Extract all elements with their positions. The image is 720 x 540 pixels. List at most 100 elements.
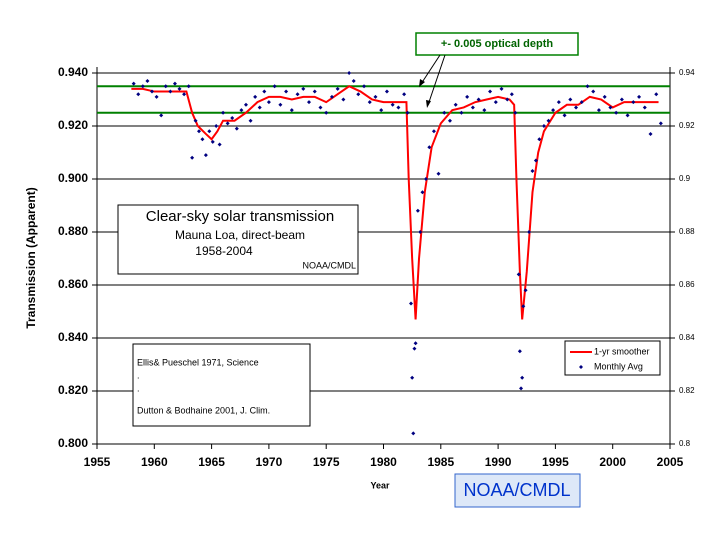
monthly-point	[625, 113, 630, 118]
monthly-point	[262, 89, 267, 94]
y-tick-label: 0.940	[58, 65, 88, 79]
text-box-credit: NOAA/CMDL	[302, 260, 356, 270]
monthly-point	[412, 346, 417, 351]
monthly-point	[318, 105, 323, 110]
text-box-line: Mauna Loa, direct-beam	[175, 228, 305, 242]
monthly-point	[341, 97, 346, 102]
monthly-point	[410, 375, 415, 380]
monthly-point	[200, 137, 205, 142]
legend-label: 1-yr smoother	[594, 346, 650, 356]
monthly-point	[579, 100, 584, 105]
monthly-point	[527, 230, 532, 234]
reference: .	[137, 383, 140, 393]
monthly-point	[278, 102, 283, 107]
monthly-point	[568, 97, 573, 102]
legend-label: Monthly Avg	[594, 361, 643, 371]
x-tick-label: 1970	[256, 455, 283, 469]
monthly-point	[329, 94, 334, 99]
monthly-point	[402, 92, 407, 97]
monthly-point	[436, 171, 441, 176]
monthly-point	[248, 118, 253, 123]
monthly-point	[521, 304, 526, 309]
monthly-point	[373, 94, 378, 99]
monthly-point	[140, 84, 145, 89]
monthly-point	[362, 84, 367, 89]
monthly-point	[210, 139, 215, 144]
monthly-point	[196, 129, 201, 134]
monthly-point	[301, 86, 306, 91]
footer: NOAA/CMDL	[463, 480, 570, 500]
reference: Dutton & Bodhaine 2001, J. Clim.	[137, 405, 270, 415]
y-tick-label: 0.880	[58, 224, 88, 238]
y2-tick-label: 0.9	[679, 174, 691, 183]
x-tick-label: 1960	[141, 455, 168, 469]
monthly-point	[505, 97, 510, 102]
y2-tick-label: 0.92	[679, 121, 695, 130]
monthly-point	[225, 121, 230, 126]
monthly-point	[351, 78, 356, 83]
monthly-point	[517, 349, 522, 354]
monthly-point	[253, 94, 258, 99]
monthly-point	[648, 131, 653, 136]
monthly-point	[513, 110, 518, 115]
monthly-point	[530, 169, 535, 174]
monthly-point	[203, 153, 208, 158]
monthly-point	[163, 84, 168, 89]
monthly-point	[637, 94, 642, 99]
monthly-point	[459, 110, 464, 115]
monthly-point	[596, 108, 601, 113]
monthly-point	[266, 100, 271, 105]
y-tick-label: 0.820	[58, 383, 88, 397]
monthly-point	[150, 89, 155, 94]
monthly-point	[585, 84, 590, 89]
monthly-point	[312, 89, 317, 94]
monthly-point	[523, 288, 528, 293]
y-tick-label: 0.840	[58, 330, 88, 344]
monthly-point	[423, 177, 428, 181]
monthly-point	[415, 208, 420, 213]
monthly-point	[177, 86, 182, 91]
monthly-point	[272, 84, 277, 89]
monthly-point	[520, 375, 525, 380]
monthly-point	[159, 113, 164, 118]
monthly-point	[405, 110, 410, 115]
x-tick-label: 1995	[542, 455, 569, 469]
monthly-point	[243, 102, 248, 107]
monthly-point	[533, 158, 538, 163]
monthly-point	[193, 118, 198, 123]
monthly-point	[420, 190, 425, 195]
monthly-point	[295, 92, 300, 97]
monthly-point	[541, 124, 546, 128]
monthly-point	[453, 102, 458, 107]
monthly-point	[136, 92, 141, 97]
monthly-point	[335, 86, 340, 91]
monthly-point	[324, 110, 329, 115]
y2-tick-label: 0.8	[679, 439, 691, 448]
monthly-point	[591, 89, 596, 94]
monthly-point	[631, 100, 636, 105]
monthly-point	[379, 108, 384, 113]
annotation: +- 0.005 optical depth	[441, 38, 553, 50]
y-tick-label: 0.900	[58, 171, 88, 185]
y2-tick-label: 0.94	[679, 68, 695, 77]
monthly-point	[190, 155, 195, 160]
monthly-point	[186, 84, 191, 89]
monthly-point	[221, 110, 226, 115]
x-tick-label: 1955	[84, 455, 111, 469]
monthly-point	[608, 105, 613, 110]
monthly-point	[619, 97, 624, 102]
monthly-point	[307, 100, 312, 105]
monthly-point	[654, 92, 659, 97]
monthly-point	[551, 108, 556, 113]
monthly-point	[427, 145, 432, 150]
text-box	[117, 204, 359, 275]
arrow-head	[419, 79, 425, 87]
monthly-point	[154, 94, 159, 99]
monthly-point	[217, 142, 222, 147]
monthly-point	[168, 89, 173, 94]
monthly-point	[409, 301, 414, 306]
monthly-point	[519, 386, 524, 391]
monthly-point	[658, 121, 663, 126]
monthly-point	[172, 81, 177, 86]
monthly-point	[465, 94, 470, 99]
